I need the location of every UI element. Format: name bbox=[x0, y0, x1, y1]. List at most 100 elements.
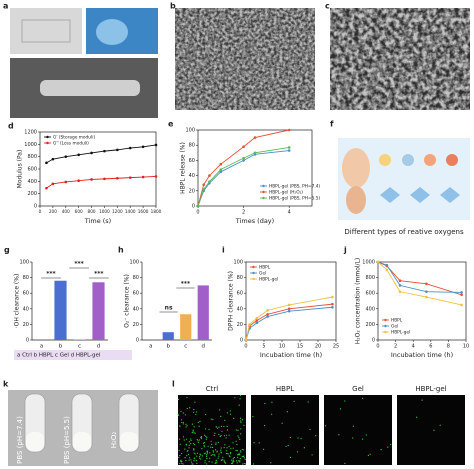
data-point bbox=[287, 303, 291, 307]
fluorescence-dot bbox=[238, 404, 240, 406]
fluorescence-dot bbox=[237, 435, 239, 437]
fluorescence-dot bbox=[199, 455, 201, 457]
fluorescence-dot bbox=[217, 441, 219, 443]
fluorescence-dot bbox=[177, 413, 179, 415]
fluorescence-dot bbox=[387, 446, 389, 448]
fluorescence-dot bbox=[193, 457, 195, 459]
fluorescence-dot bbox=[192, 442, 195, 445]
fluorescence-dot bbox=[232, 457, 234, 459]
plot-frame bbox=[197, 129, 313, 207]
ros-icon bbox=[424, 154, 436, 166]
fluorescence-dot bbox=[226, 447, 228, 449]
data-point bbox=[202, 187, 205, 191]
fluorescence-dot bbox=[229, 410, 231, 412]
x-tick-label: 600 bbox=[75, 209, 83, 214]
data-point bbox=[398, 284, 402, 287]
fluorescence-dot bbox=[184, 414, 186, 416]
series-line bbox=[245, 306, 333, 341]
legend-label: HBPL-gel (PBS, PH=5.5) bbox=[269, 196, 320, 202]
x-tick-label: d bbox=[202, 344, 206, 350]
fluorescence-dot bbox=[245, 463, 247, 465]
fluorescence-dot bbox=[231, 459, 233, 461]
y-tick-label: 100 bbox=[19, 260, 29, 266]
fluorescence-dot bbox=[186, 450, 188, 452]
data-point bbox=[90, 151, 93, 155]
fluorescence-dot bbox=[233, 456, 235, 459]
fluorescence-dot bbox=[190, 439, 192, 442]
legend-label: Gel bbox=[259, 271, 266, 277]
data-point bbox=[208, 174, 211, 177]
y-tick-label: 20 bbox=[189, 188, 195, 194]
cells bbox=[380, 187, 460, 203]
fluorescence-dot bbox=[214, 462, 216, 465]
legend-label: Gel bbox=[391, 324, 398, 330]
plot-frame bbox=[245, 261, 337, 341]
fluorescence-dot bbox=[421, 399, 423, 401]
data-point bbox=[51, 157, 55, 161]
fluorescence-dot bbox=[241, 455, 243, 458]
fluorescence-dot bbox=[339, 408, 342, 410]
fluorescence-dot bbox=[192, 430, 194, 432]
fluorescence-dot bbox=[210, 446, 212, 448]
fluorescence-dot bbox=[224, 419, 226, 421]
fluorescence-dot bbox=[240, 451, 242, 453]
fluorescence-dot bbox=[194, 432, 196, 434]
x-tick-label: 4 bbox=[288, 210, 291, 216]
x-tick-label: 8 bbox=[447, 344, 450, 350]
legend-marker bbox=[262, 190, 265, 194]
data-point bbox=[398, 290, 402, 293]
y-tick-label: 40 bbox=[237, 306, 243, 312]
y-tick-label: 400 bbox=[365, 306, 375, 312]
fluorescence-dot bbox=[208, 461, 210, 463]
data-point bbox=[141, 145, 145, 149]
fluorescence-dot bbox=[241, 448, 243, 451]
x-tick-label: 0 bbox=[39, 209, 42, 214]
fluorescence-dot bbox=[210, 440, 212, 442]
x-tick-label: 20 bbox=[315, 344, 321, 350]
bar bbox=[180, 314, 192, 340]
fluorescence-dot bbox=[229, 453, 232, 455]
fluorescence-dot bbox=[240, 428, 242, 430]
data-point bbox=[331, 295, 334, 299]
fluorescence-dot bbox=[439, 424, 441, 426]
fluorescence-dot bbox=[215, 426, 217, 428]
x-axis-label: Time (s) bbox=[84, 217, 111, 225]
fluorescence-dot bbox=[225, 450, 227, 452]
fluorescence-dot bbox=[218, 433, 220, 435]
fluorescence-dot bbox=[178, 449, 180, 452]
fluorescence-dot bbox=[209, 452, 211, 454]
significance: *** bbox=[74, 261, 84, 268]
fluorescence-dot bbox=[203, 444, 205, 446]
fluorescence-dot bbox=[185, 426, 187, 428]
data-point bbox=[287, 307, 291, 311]
fluorescence-dot bbox=[191, 463, 193, 465]
fluorescence-dot bbox=[270, 462, 272, 464]
legend-marker bbox=[384, 330, 387, 334]
panel-label: i bbox=[222, 246, 225, 255]
y-tick-label: 80 bbox=[133, 275, 139, 281]
fluorescence-dot bbox=[189, 457, 191, 459]
fluorescence-dot bbox=[180, 461, 183, 463]
data-point bbox=[154, 175, 158, 178]
y-tick-label: 40 bbox=[189, 173, 195, 179]
data-point bbox=[266, 312, 269, 316]
fluorescence-dot bbox=[177, 398, 180, 401]
fluorescence-dot bbox=[369, 453, 371, 455]
fluorescence-dot bbox=[240, 433, 242, 435]
data-point bbox=[331, 305, 334, 309]
data-point bbox=[219, 168, 223, 171]
fluorescence-dot bbox=[200, 454, 202, 456]
fluorescence-dot bbox=[237, 454, 239, 456]
fluorescence-dot bbox=[263, 425, 266, 427]
x-tick-label: 5 bbox=[262, 344, 265, 350]
y-tick-label: 40 bbox=[23, 306, 29, 312]
fluorescence-dot bbox=[223, 459, 225, 461]
fluorescence-dot bbox=[230, 451, 232, 454]
data-point bbox=[196, 204, 200, 208]
fluorescence-dot bbox=[416, 416, 418, 418]
data-point bbox=[141, 175, 145, 179]
micrograph bbox=[178, 395, 246, 465]
ros-icon bbox=[402, 154, 414, 166]
fluorescence-dot bbox=[240, 421, 242, 423]
fluorescence-dot bbox=[191, 423, 194, 425]
